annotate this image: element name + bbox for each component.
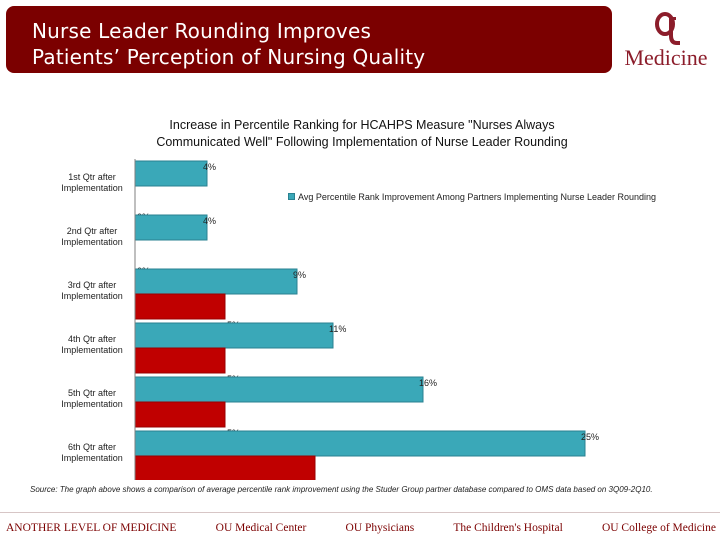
bar-comparison xyxy=(134,347,226,374)
bar-partner-avg xyxy=(134,376,424,403)
slide-title-line-1: Nurse Leader Rounding Improves xyxy=(32,19,372,43)
footer-ou-physicians: OU Physicians xyxy=(345,522,415,534)
footer-divider xyxy=(0,512,720,513)
chart-title-line-2: Communicated Well" Following Implementat… xyxy=(156,135,568,149)
title-banner: Nurse Leader Rounding Improves Patients’… xyxy=(6,6,612,73)
data-label: 16% xyxy=(419,378,437,388)
chart-title-line-1: Increase in Percentile Ranking for HCAHP… xyxy=(169,118,555,132)
footer-childrens-hospital: The Children's Hospital xyxy=(453,522,563,534)
footer-tagline: ANOTHER LEVEL OF MEDICINE xyxy=(6,522,177,534)
bar-comparison xyxy=(134,401,226,428)
legend-swatch xyxy=(288,193,295,200)
footer-ou-medical-center: OU Medical Center xyxy=(215,522,307,534)
logo-wordmark: Medicine xyxy=(624,45,708,70)
bar-partner-avg xyxy=(134,430,586,457)
data-label: 25% xyxy=(581,432,599,442)
bar-partner-avg xyxy=(134,214,208,241)
category-label: 3rd Qtr after Implementation xyxy=(61,280,123,301)
category-label: 6th Qtr after Implementation xyxy=(61,442,123,463)
footer-bar: ANOTHER LEVEL OF MEDICINE OU Medical Cen… xyxy=(6,520,716,536)
data-label: 4% xyxy=(203,216,216,226)
legend-label: Avg Percentile Rank Improvement Among Pa… xyxy=(298,192,657,202)
category-label: 2nd Qtr after Implementation xyxy=(61,226,123,247)
slide-title-line-2: Patients’ Perception of Nursing Quality xyxy=(32,45,426,69)
chart-title: Increase in Percentile Ranking for HCAHP… xyxy=(90,117,634,151)
category-label: 4th Qtr after Implementation xyxy=(61,334,123,355)
ou-interlocking-monogram-icon xyxy=(655,12,680,45)
footer-college-of-medicine: OU College of Medicine xyxy=(601,522,716,534)
bar-comparison xyxy=(134,455,316,480)
bar-partner-avg xyxy=(134,322,334,349)
data-label: 9% xyxy=(293,270,306,280)
bar-comparison xyxy=(134,293,226,320)
source-note: Source: The graph above shows a comparis… xyxy=(30,485,653,494)
category-label: 1st Qtr after Implementation xyxy=(61,172,123,193)
data-label: 11% xyxy=(329,324,346,334)
bar-partner-avg xyxy=(134,160,208,187)
data-label: 4% xyxy=(203,162,216,172)
category-label: 5th Qtr after Implementation xyxy=(61,388,123,409)
ou-medicine-logo: Medicine xyxy=(616,12,716,72)
chart-legend: Avg Percentile Rank Improvement Among Pa… xyxy=(288,191,668,203)
bar-partner-avg xyxy=(134,268,298,295)
